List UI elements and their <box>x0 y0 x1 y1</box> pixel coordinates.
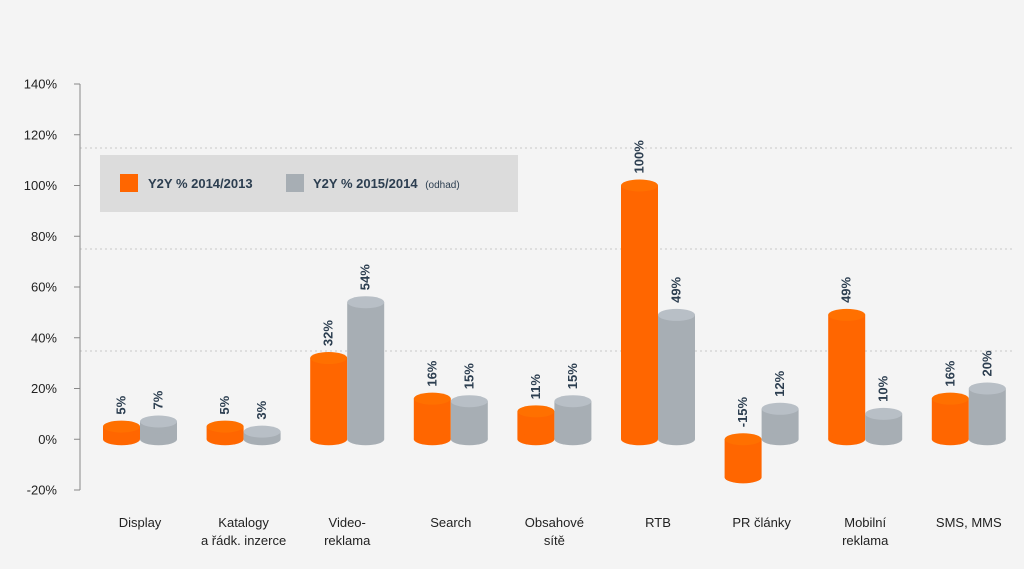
bar-2014 <box>931 392 969 446</box>
category-label: SMS, MMS <box>936 515 1002 530</box>
data-label: 5% <box>217 395 232 414</box>
data-label: 15% <box>461 363 476 389</box>
data-label: 3% <box>254 400 269 419</box>
bar-2015 <box>347 296 385 446</box>
bar-2014 <box>828 308 866 446</box>
y-tick-label: 100% <box>24 178 58 193</box>
data-label: 12% <box>772 370 787 396</box>
data-label: 11% <box>528 374 543 400</box>
category-label: PR články <box>732 515 791 530</box>
y-tick-label: 60% <box>31 280 57 295</box>
category-label: Video-reklama <box>324 515 371 548</box>
data-label: 32% <box>321 320 336 346</box>
category-label: Display <box>119 515 162 530</box>
category-label: RTB <box>645 515 671 530</box>
y-ticks: 140% 120% 100% 80% 60% 40% 20% 0% -20% <box>24 77 80 498</box>
data-label: 16% <box>424 360 439 386</box>
y-tick-label: 20% <box>31 381 57 396</box>
y-tick-label: 80% <box>31 229 57 244</box>
category-label: Obsahové sítě <box>525 515 584 548</box>
y-tick-label: 40% <box>31 330 57 345</box>
data-label: 10% <box>876 375 891 401</box>
category-label: Katalogy a řádk. inzerce <box>201 515 286 548</box>
bar-2015 <box>243 425 281 446</box>
data-label: 20% <box>979 350 994 376</box>
bar-2015 <box>968 382 1006 446</box>
legend-label-2015-note: (odhad) <box>425 180 459 191</box>
data-label: 16% <box>942 360 957 386</box>
bar-2015 <box>865 407 903 446</box>
data-label: 54% <box>358 264 373 290</box>
y-tick-label: 0% <box>38 432 57 447</box>
legend-label-2014: Y2Y % 2014/2013 <box>148 176 253 191</box>
data-label: 49% <box>669 276 684 302</box>
y-tick-label: 140% <box>24 77 58 92</box>
bar-2014 <box>310 352 348 446</box>
bars <box>103 179 1006 484</box>
data-label: 7% <box>151 390 166 409</box>
data-label: -15% <box>735 396 750 427</box>
y-tick-label: -20% <box>27 483 58 498</box>
legend-box <box>100 155 518 212</box>
legend: Y2Y % 2014/2013 Y2Y % 2015/2014 (odhad) <box>100 155 518 212</box>
category-label: Search <box>430 515 471 530</box>
legend-label-2015: Y2Y % 2015/2014 (odhad) <box>313 176 460 191</box>
bar-2015 <box>658 308 695 446</box>
category-label: Mobilní reklama <box>842 515 889 548</box>
bar-2015 <box>450 395 488 446</box>
data-label: 5% <box>114 395 129 414</box>
category-labels: Display Katalogy a řádk. inzerce Video-rekl… <box>119 515 1002 548</box>
bar-2014 <box>517 405 555 446</box>
legend-label-2015-name: Y2Y % 2015/2014 <box>313 176 418 191</box>
bar-2015 <box>140 415 177 446</box>
data-label: 49% <box>839 276 854 302</box>
y-tick-label: 120% <box>24 127 58 142</box>
bar-2014 <box>621 179 658 446</box>
data-label: 100% <box>632 140 647 174</box>
bar-2015 <box>554 395 592 446</box>
bar-2014 <box>206 420 244 446</box>
bar-2015 <box>761 402 799 446</box>
bar-2014 <box>103 420 140 446</box>
legend-swatch-orange <box>120 174 138 192</box>
data-label: 15% <box>565 363 580 389</box>
legend-swatch-gray <box>286 174 304 192</box>
bar-2014 <box>413 392 451 446</box>
bar-2014 <box>724 433 762 484</box>
data-labels: 5% 7% 5% 3% 32% 54% 16% 15% 11% 15% 100% 49% -15% 12%… <box>114 140 995 427</box>
